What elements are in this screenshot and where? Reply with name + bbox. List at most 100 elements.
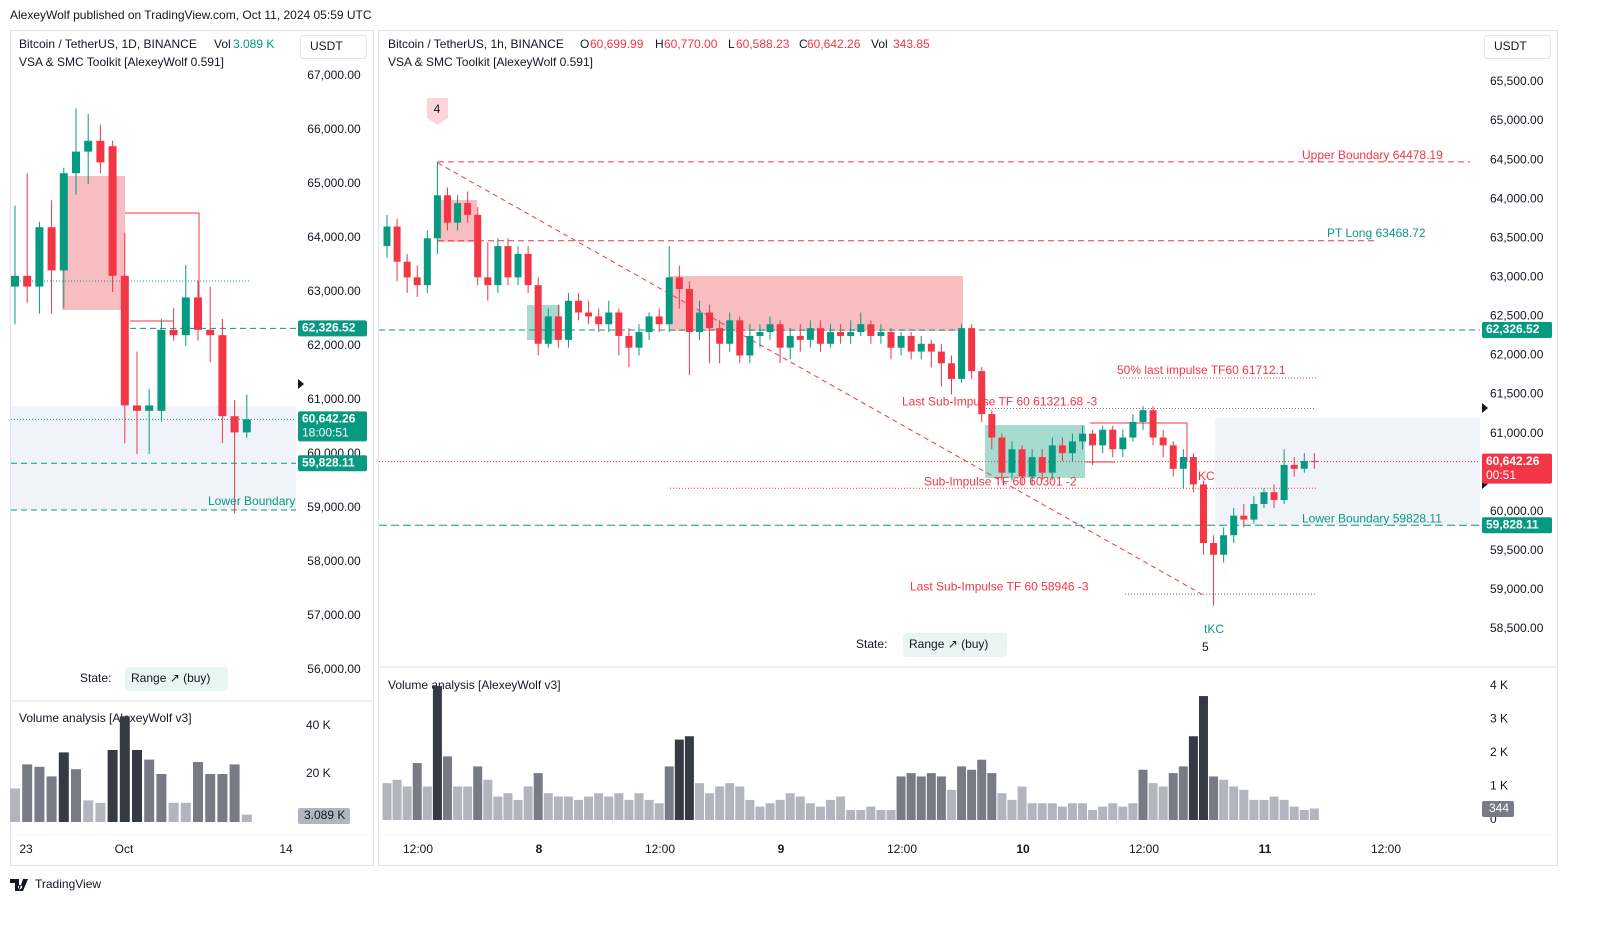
candle-body bbox=[625, 335, 633, 348]
candle-body bbox=[796, 335, 804, 340]
level-label: Sub-Impulse TF 60 60301 -2 bbox=[924, 474, 1077, 488]
volume-bar bbox=[715, 786, 725, 820]
candle-body bbox=[1280, 464, 1288, 501]
candle-body bbox=[72, 151, 80, 174]
level-label: Lower Boundary 59828.11 bbox=[1302, 511, 1442, 525]
volume-bar bbox=[735, 786, 745, 820]
candle-body bbox=[675, 277, 683, 290]
volume-bar bbox=[1259, 799, 1269, 820]
volume-bar bbox=[483, 779, 493, 820]
volume-bar bbox=[997, 793, 1007, 820]
price-tag-label: 60,642.26 bbox=[302, 411, 356, 425]
volume-bar bbox=[1007, 799, 1017, 820]
price-tag-timer: 18:00:51 bbox=[302, 425, 349, 439]
candle-body bbox=[1038, 457, 1046, 473]
currency-box bbox=[300, 35, 367, 59]
ohlc-label: H bbox=[655, 37, 664, 51]
volume-bar bbox=[217, 774, 228, 822]
volume-bar bbox=[1017, 786, 1027, 820]
candle-body bbox=[1089, 433, 1097, 446]
candle-body bbox=[716, 328, 724, 344]
volume-tick-label: 1 K bbox=[1490, 779, 1508, 793]
candle-body bbox=[1048, 445, 1056, 473]
volume-bar bbox=[1057, 806, 1067, 820]
volume-bar bbox=[144, 759, 155, 822]
volume-bar bbox=[553, 796, 563, 820]
y-tick-label: 60,000.00 bbox=[1490, 504, 1544, 518]
vol-value: 343.85 bbox=[893, 37, 930, 51]
candle-body bbox=[1179, 457, 1187, 469]
volume-bar bbox=[473, 766, 483, 820]
volume-tag-label: 3.089 K bbox=[304, 808, 345, 822]
candle-body bbox=[736, 320, 744, 356]
candle-body bbox=[1139, 410, 1147, 422]
candle-body bbox=[605, 312, 613, 325]
x-tick-label: 12:00 bbox=[403, 842, 433, 856]
candle-body bbox=[1109, 429, 1117, 450]
y-tick-label: 65,000.00 bbox=[307, 176, 361, 190]
volume-bar bbox=[866, 806, 876, 820]
volume-bar bbox=[936, 776, 946, 820]
volume-bar bbox=[193, 762, 203, 822]
volume-bar bbox=[1168, 773, 1178, 820]
volume-tick-label: 2 K bbox=[1490, 745, 1508, 759]
volume-bar bbox=[1198, 696, 1208, 820]
volume-bar bbox=[836, 796, 846, 820]
price-tag-label: 62,326.52 bbox=[302, 321, 356, 335]
scroll-marker bbox=[298, 379, 304, 389]
candle-body bbox=[84, 140, 93, 152]
candle-body bbox=[1068, 441, 1076, 454]
ohlc-value: 60,699.99 bbox=[590, 37, 644, 51]
volume-bar bbox=[1299, 809, 1309, 820]
y-tick-label: 62,000.00 bbox=[1490, 348, 1544, 362]
candle-body bbox=[1189, 457, 1197, 485]
x-tick-label: 8 bbox=[536, 842, 543, 856]
y-tick-label: 65,000.00 bbox=[1490, 113, 1544, 127]
left-chart: Lower Boundary bbox=[11, 108, 296, 514]
volume-bar bbox=[132, 750, 142, 822]
candle-body bbox=[108, 146, 117, 276]
volume-title: Volume analysis [AlexeyWolf v3] bbox=[19, 711, 192, 725]
volume-bar bbox=[382, 783, 392, 820]
volume-bar bbox=[1078, 803, 1088, 820]
boundary-label: Lower Boundary bbox=[208, 494, 295, 508]
y-tick-label: 64,500.00 bbox=[1490, 152, 1544, 166]
candle-body bbox=[1149, 410, 1157, 438]
volume-bar bbox=[755, 806, 765, 820]
ohlc-value: 60,588.23 bbox=[736, 37, 790, 51]
x-tick-label: 12:00 bbox=[645, 842, 675, 856]
candle-body bbox=[433, 195, 441, 239]
volume-bar bbox=[1269, 796, 1279, 820]
volume-bar bbox=[523, 786, 533, 820]
volume-bar bbox=[594, 793, 604, 820]
ohlc-label: L bbox=[728, 37, 735, 51]
price-tag-label: 62,326.52 bbox=[1486, 322, 1540, 336]
volume-bar bbox=[95, 802, 106, 822]
volume-tag-label: 344 bbox=[1489, 801, 1509, 815]
volume-bar bbox=[846, 809, 856, 820]
volume-tick-label: 0 bbox=[1490, 812, 1497, 826]
state-label: State: bbox=[80, 671, 111, 685]
volume-bar bbox=[1158, 786, 1168, 820]
candle-body bbox=[1210, 543, 1218, 555]
x-tick-label: 9 bbox=[778, 842, 785, 856]
candle-body bbox=[47, 227, 56, 271]
candle-body bbox=[157, 329, 166, 411]
candle-body bbox=[867, 324, 875, 336]
volume-bar bbox=[180, 802, 191, 822]
volume-tick-label: 20 K bbox=[306, 766, 331, 780]
volume-bar bbox=[654, 803, 664, 820]
level-label: Last Sub-Impulse TF 60 58946 -3 bbox=[910, 579, 1089, 593]
candle-body bbox=[464, 203, 472, 215]
candle-body bbox=[423, 238, 431, 286]
right-chart: Upper Boundary 64478.19 PT Long 63468.72 5… bbox=[379, 98, 1480, 657]
vol-label: Vol bbox=[214, 37, 231, 51]
volume-bar bbox=[432, 686, 442, 820]
volume-bar bbox=[402, 786, 412, 820]
ohlc-value: 60,642.26 bbox=[807, 37, 861, 51]
candle-body bbox=[706, 312, 714, 329]
candle-body bbox=[1159, 437, 1167, 446]
volume-bar bbox=[876, 809, 886, 820]
x-tick-label: Oct bbox=[115, 842, 134, 856]
volume-bar bbox=[987, 773, 997, 820]
